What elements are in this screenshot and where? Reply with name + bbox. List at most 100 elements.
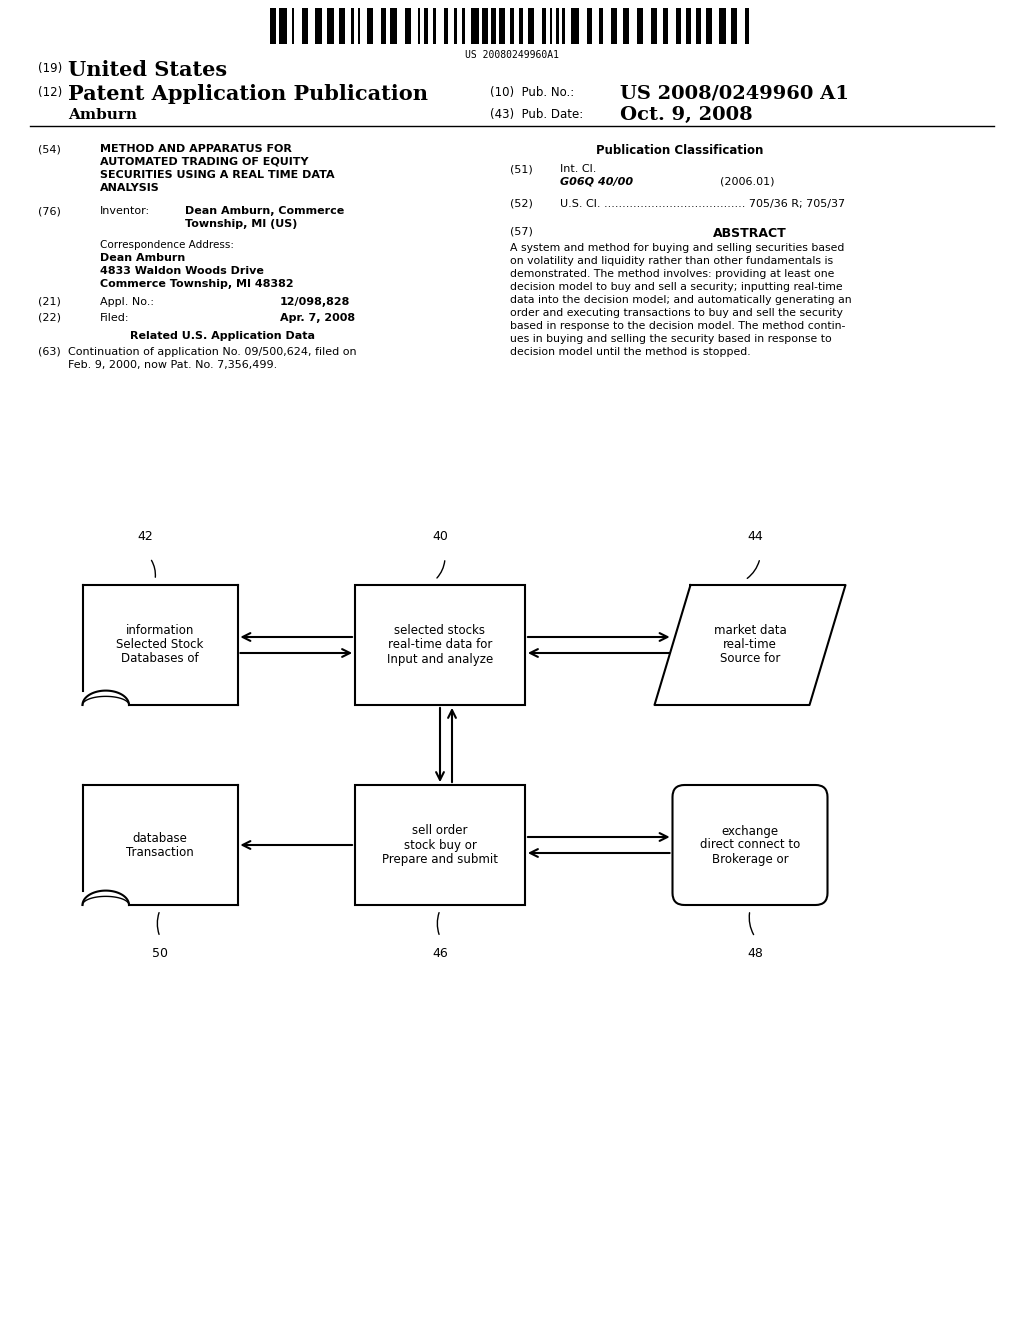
Bar: [744, 8, 750, 44]
Text: database: database: [132, 832, 187, 845]
Text: direct connect to: direct connect to: [699, 838, 800, 851]
Bar: [542, 8, 546, 44]
Bar: [424, 8, 428, 44]
Text: Commerce Township, MI 48382: Commerce Township, MI 48382: [100, 279, 294, 289]
Bar: [280, 8, 287, 44]
Text: Input and analyze: Input and analyze: [387, 652, 494, 665]
Bar: [731, 8, 737, 44]
Bar: [556, 8, 558, 44]
Text: (51): (51): [510, 164, 532, 174]
Text: ANALYSIS: ANALYSIS: [100, 183, 160, 193]
Text: Selected Stock: Selected Stock: [117, 639, 204, 652]
Bar: [455, 8, 457, 44]
Text: decision model to buy and sell a security; inputting real-time: decision model to buy and sell a securit…: [510, 282, 843, 292]
Text: G06Q 40/00: G06Q 40/00: [560, 177, 633, 187]
Text: METHOD AND APPARATUS FOR: METHOD AND APPARATUS FOR: [100, 144, 292, 154]
Text: Dean Amburn: Dean Amburn: [100, 253, 185, 263]
Bar: [519, 8, 523, 44]
Text: (52): (52): [510, 199, 532, 209]
Bar: [351, 8, 354, 44]
Text: Feb. 9, 2000, now Pat. No. 7,356,499.: Feb. 9, 2000, now Pat. No. 7,356,499.: [68, 360, 278, 370]
Bar: [571, 8, 579, 44]
Bar: [510, 8, 514, 44]
Text: (76): (76): [38, 206, 60, 216]
Text: (63): (63): [38, 347, 60, 356]
Bar: [550, 8, 552, 44]
Bar: [418, 8, 420, 44]
Text: Oct. 9, 2008: Oct. 9, 2008: [620, 106, 753, 124]
Bar: [664, 8, 668, 44]
Text: decision model until the method is stopped.: decision model until the method is stopp…: [510, 347, 751, 356]
Bar: [695, 8, 701, 44]
Text: US 2008/0249960 A1: US 2008/0249960 A1: [620, 84, 849, 102]
Text: on volatility and liquidity rather than other fundamentals is: on volatility and liquidity rather than …: [510, 256, 834, 267]
Text: (43)  Pub. Date:: (43) Pub. Date:: [490, 108, 584, 121]
Text: demonstrated. The method involves: providing at least one: demonstrated. The method involves: provi…: [510, 269, 835, 279]
Text: 40: 40: [432, 531, 447, 543]
Bar: [270, 8, 275, 44]
Bar: [355, 585, 525, 705]
Text: (22): (22): [38, 313, 61, 323]
Text: Amburn: Amburn: [68, 108, 137, 121]
Bar: [462, 8, 465, 44]
Bar: [686, 8, 691, 44]
Bar: [339, 8, 345, 44]
Bar: [599, 8, 603, 44]
Text: Prepare and submit: Prepare and submit: [382, 853, 498, 866]
Text: Source for: Source for: [720, 652, 780, 665]
Text: data into the decision model; and automatically generating an: data into the decision model; and automa…: [510, 294, 852, 305]
Bar: [381, 8, 386, 44]
Text: Patent Application Publication: Patent Application Publication: [68, 84, 428, 104]
Text: (10)  Pub. No.:: (10) Pub. No.:: [490, 86, 574, 99]
Text: (19): (19): [38, 62, 62, 75]
Bar: [355, 785, 525, 906]
Text: sell order: sell order: [413, 825, 468, 837]
Text: information: information: [126, 624, 195, 638]
Text: real-time: real-time: [723, 639, 777, 652]
Bar: [637, 8, 643, 44]
Text: 46: 46: [432, 946, 447, 960]
Text: AUTOMATED TRADING OF EQUITY: AUTOMATED TRADING OF EQUITY: [100, 157, 308, 168]
Bar: [528, 8, 534, 44]
Text: US 20080249960A1: US 20080249960A1: [465, 50, 559, 59]
Text: 50: 50: [152, 946, 168, 960]
Text: (54): (54): [38, 144, 60, 154]
Text: United States: United States: [68, 59, 227, 81]
Bar: [611, 8, 616, 44]
Text: (2006.01): (2006.01): [720, 177, 774, 187]
Text: ues in buying and selling the security based in response to: ues in buying and selling the security b…: [510, 334, 831, 345]
Text: exchange: exchange: [722, 825, 778, 837]
Text: (57): (57): [510, 227, 532, 238]
Text: Township, MI (US): Township, MI (US): [185, 219, 297, 228]
Text: Publication Classification: Publication Classification: [596, 144, 764, 157]
Bar: [471, 8, 478, 44]
Bar: [499, 8, 505, 44]
Bar: [587, 8, 592, 44]
Bar: [292, 8, 294, 44]
Text: Correspondence Address:: Correspondence Address:: [100, 240, 234, 249]
Text: Int. Cl.: Int. Cl.: [560, 164, 596, 174]
Bar: [676, 8, 682, 44]
Text: 4833 Waldon Woods Drive: 4833 Waldon Woods Drive: [100, 267, 264, 276]
Bar: [433, 8, 435, 44]
Text: SECURITIES USING A REAL TIME DATA: SECURITIES USING A REAL TIME DATA: [100, 170, 335, 180]
Text: Appl. No.:: Appl. No.:: [100, 297, 154, 308]
Bar: [492, 8, 496, 44]
Bar: [651, 8, 657, 44]
Text: Continuation of application No. 09/500,624, filed on: Continuation of application No. 09/500,6…: [68, 347, 356, 356]
Bar: [482, 8, 487, 44]
Bar: [443, 8, 447, 44]
Text: stock buy or: stock buy or: [403, 838, 476, 851]
Text: order and executing transactions to buy and sell the security: order and executing transactions to buy …: [510, 308, 843, 318]
Bar: [707, 8, 713, 44]
Text: market data: market data: [714, 624, 786, 638]
Bar: [719, 8, 726, 44]
Bar: [390, 8, 397, 44]
Text: ABSTRACT: ABSTRACT: [713, 227, 786, 240]
Bar: [624, 8, 629, 44]
Bar: [302, 8, 308, 44]
Text: 12/098,828: 12/098,828: [280, 297, 350, 308]
Text: 44: 44: [748, 531, 763, 543]
Text: real-time data for: real-time data for: [388, 639, 493, 652]
Text: Filed:: Filed:: [100, 313, 129, 323]
